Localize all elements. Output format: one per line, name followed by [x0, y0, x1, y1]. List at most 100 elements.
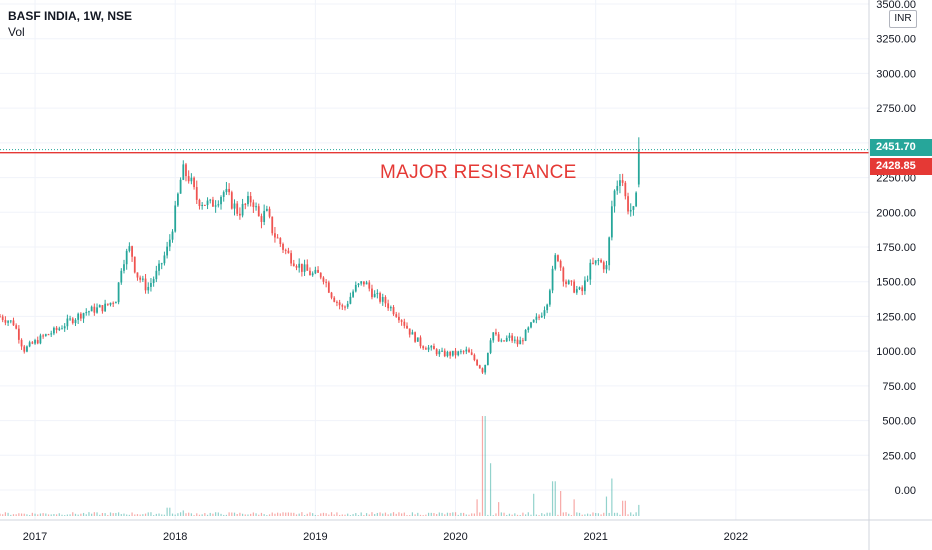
volume-bar: [293, 512, 295, 516]
volume-label: Vol: [8, 25, 25, 39]
candle-body: [133, 256, 136, 273]
volume-bar: [527, 512, 529, 516]
candle-body: [478, 365, 481, 369]
volume-bar: [282, 512, 284, 516]
candle-body: [565, 281, 567, 285]
currency-badge[interactable]: INR: [889, 10, 917, 28]
candlesticks: [0, 137, 640, 375]
volume-bar: [341, 514, 343, 516]
volume-bar: [403, 512, 405, 516]
volume-bar: [484, 416, 486, 516]
volume-bar: [328, 514, 330, 516]
volume-bar: [115, 512, 117, 516]
candle-body: [441, 350, 443, 352]
candle-body: [179, 179, 182, 194]
candle-body: [352, 291, 354, 297]
candle-body: [624, 182, 627, 197]
volume-bar: [506, 514, 508, 516]
candle-body: [554, 255, 557, 269]
candle-body: [346, 303, 349, 307]
volume-bar: [387, 514, 389, 516]
candle-body: [511, 335, 514, 341]
volume-bar: [85, 514, 87, 516]
candle-body: [613, 190, 616, 207]
volume-bar: [611, 478, 613, 516]
volume-bar: [2, 514, 4, 516]
candle-body: [260, 216, 263, 222]
price-axis[interactable]: 0.00 250.00 500.00 750.00 1000.00 1250.00 1500…: [868, 0, 916, 550]
price-tick-label: 2750.00: [876, 103, 916, 115]
candle-body: [309, 270, 311, 276]
volume-bar: [409, 515, 411, 516]
price-tick-label: 2000.00: [876, 207, 916, 219]
volume-bar: [489, 463, 492, 516]
volume-bar: [244, 514, 246, 516]
candle-body: [357, 283, 360, 285]
candle-body: [17, 328, 20, 340]
volume-bar: [419, 514, 422, 516]
candle-body: [424, 348, 427, 350]
candle-body: [360, 281, 363, 284]
volume-bar: [492, 515, 494, 516]
volume-bar: [12, 514, 15, 516]
volume-bar: [414, 514, 416, 516]
volume-bar: [422, 515, 424, 516]
volume-bar: [131, 512, 133, 516]
volume-bar: [390, 513, 392, 516]
candle-body: [387, 303, 390, 309]
last-price-tag: 2451.70: [870, 138, 932, 156]
candle-body: [271, 216, 274, 234]
volume-bar: [608, 512, 610, 516]
volume-bar: [169, 507, 171, 516]
candle-body: [616, 185, 619, 191]
candle-body: [222, 192, 225, 197]
volume-bar: [29, 515, 31, 516]
candle-body: [303, 264, 306, 272]
volume-bar: [117, 512, 120, 516]
volume-bar: [395, 513, 397, 516]
candle-body: [608, 237, 611, 266]
volume-bar: [597, 513, 599, 516]
candle-body: [155, 270, 158, 280]
candle-body: [508, 335, 511, 338]
candle-body: [176, 193, 179, 206]
candle-body: [384, 297, 387, 304]
candle-body: [50, 333, 53, 335]
volume-bar: [522, 512, 524, 516]
volume-bar: [209, 512, 211, 516]
time-axis[interactable]: 2017 2018 2019 2020 2021 2022: [0, 519, 932, 543]
candle-body: [244, 203, 247, 205]
candle-body: [20, 339, 23, 347]
candle-body: [546, 304, 549, 311]
candle-body: [53, 327, 55, 334]
candle-body: [31, 342, 34, 344]
volume-bar: [333, 514, 335, 516]
volume-bar: [355, 513, 357, 516]
volume-bar: [82, 512, 85, 516]
candle-body: [538, 316, 540, 318]
volume-bar: [436, 514, 438, 516]
volume-bar: [255, 513, 257, 516]
candle-body: [263, 210, 266, 222]
volume-bar: [444, 514, 446, 516]
candle-body: [522, 340, 524, 342]
volume-bar: [74, 513, 77, 516]
price-tick-label: 3000.00: [876, 68, 916, 80]
volume-bar: [535, 514, 537, 516]
volume-bar: [312, 513, 314, 516]
volume-bar: [212, 513, 214, 516]
volume-bar: [365, 513, 368, 516]
candle-body: [573, 281, 576, 293]
volume-bar: [153, 515, 155, 516]
volume-bar: [592, 512, 594, 516]
candle-body: [300, 263, 303, 272]
candle-body: [497, 334, 500, 342]
candle-body: [524, 330, 527, 341]
volume-bar: [330, 512, 333, 516]
volume-bar: [584, 514, 586, 516]
volume-bar: [241, 513, 244, 516]
candle-body: [322, 277, 325, 282]
candle-body: [438, 351, 441, 355]
volume-bar: [217, 512, 219, 516]
